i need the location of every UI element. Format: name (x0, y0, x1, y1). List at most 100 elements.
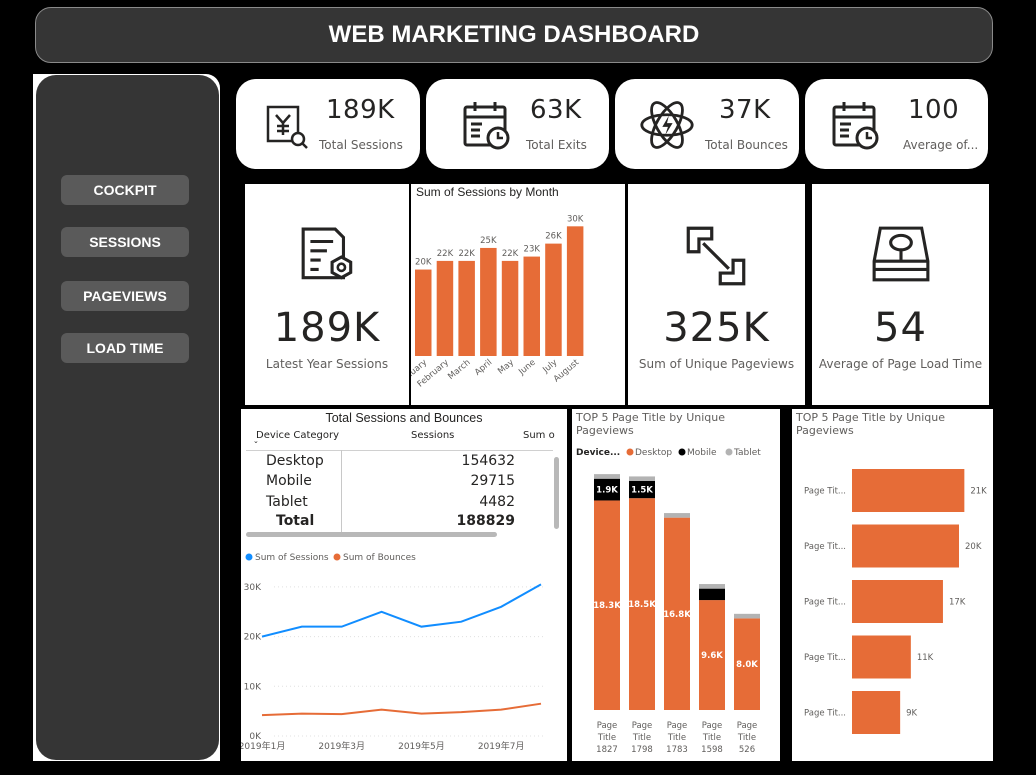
drive-icon (872, 226, 930, 282)
x-tick-label: April (473, 358, 494, 378)
calendar-clock-icon (832, 102, 879, 150)
table-header-device[interactable]: Device Category (256, 430, 340, 441)
stack-segment (594, 478, 620, 501)
chart-title: TOP 5 Page Title by Unique Pageviews (576, 411, 725, 437)
data-label: 16.8K (663, 610, 691, 620)
y-tick-label: Page Tit... (804, 653, 846, 663)
stack-segment (629, 481, 655, 499)
page-load-time-label: Average of Page Load Time (818, 357, 983, 371)
y-tick-label: Page Tit... (804, 542, 846, 552)
table-header-sessions[interactable]: Sessions (411, 430, 455, 441)
kpi-label: Average of... (903, 138, 979, 152)
x-tick-label: Title (702, 733, 721, 743)
table-header-bounces[interactable]: Sum of (523, 430, 555, 441)
card-unique-pageviews[interactable]: 325K Sum of Unique Pageviews (628, 184, 805, 405)
stack-segment (664, 517, 690, 710)
x-tick-label: Title (667, 733, 686, 743)
legend-label: Desktop (635, 448, 672, 458)
sessions-bounces-line-chart[interactable]: Sum of Sessions Sum of Bounces 0K 10K 20K 30K… (241, 546, 567, 756)
card-page-load-time[interactable]: 54 Average of Page Load Time (812, 184, 989, 405)
bar (458, 260, 475, 356)
x-tick-label: Page (737, 721, 758, 731)
legend-marker (626, 448, 634, 456)
kpi-value: 100 (908, 95, 960, 125)
table-row[interactable]: Desktop 154632 (248, 453, 518, 473)
stack-segment (664, 513, 690, 518)
data-label: 22K (502, 249, 519, 259)
x-tick-label: 1598 (701, 745, 723, 755)
x-tick-label: Title (597, 733, 616, 743)
data-label: 26K (545, 232, 562, 242)
stack-segment (699, 600, 725, 710)
y-tick-label: Page Tit... (804, 487, 846, 497)
nav-pageviews-button[interactable]: PAGEVIEWS (61, 281, 189, 311)
x-tick-label: Page (702, 721, 723, 731)
table-total-row[interactable]: Total 188829 (248, 513, 518, 533)
kpi-value: 37K (719, 95, 771, 125)
total-sessions-cell: 188829 (456, 513, 515, 529)
data-label: 30K (567, 214, 584, 224)
x-tick-label: Page (667, 721, 688, 731)
x-tick-label: 1827 (596, 745, 618, 755)
table-vertical-scrollbar[interactable] (554, 457, 559, 529)
legend-label-bounces: Sum of Bounces (343, 553, 416, 563)
x-tick-label: 2019年5月 (398, 740, 445, 752)
device-cell: Desktop (266, 453, 324, 469)
data-label: 1.5K (631, 486, 653, 496)
legend-marker-sessions (245, 553, 253, 561)
data-label: 21K (970, 487, 987, 497)
top5-stacked-svg[interactable]: Device... Desktop Mobile Tablet 18.3K 1.9K Pag… (572, 440, 780, 762)
calendar-clock-icon (463, 102, 510, 150)
latest-year-sessions-value: 189K (273, 305, 381, 351)
bar (852, 691, 901, 734)
data-label: 11K (917, 653, 934, 663)
table-title: Total Sessions and Bounces (325, 411, 483, 425)
total-label: Total (276, 513, 315, 529)
data-label: 9K (906, 709, 917, 719)
legend-marker-bounces (333, 553, 341, 561)
table-row[interactable]: Mobile 29715 (248, 473, 518, 493)
table-divider (246, 450, 553, 451)
data-label: 20K (965, 542, 982, 552)
bar (566, 226, 584, 356)
kpi-card-total-bounces[interactable]: 37K Total Bounces (615, 79, 799, 169)
nav-sessions-button[interactable]: SESSIONS (61, 227, 189, 257)
stack-segment (734, 613, 760, 619)
stack-segment (699, 584, 725, 589)
bar (545, 243, 562, 356)
data-label: 9.6K (701, 651, 723, 661)
y-tick-label: Page Tit... (804, 709, 846, 719)
bar (852, 524, 959, 568)
data-label: 22K (437, 249, 454, 259)
sessions-by-month-chart[interactable]: Sum of Sessions by Month 20K January 22K Fe… (411, 184, 625, 405)
kpi-card-average[interactable]: 100 Average of... (805, 79, 988, 169)
x-tick-label: Page (597, 721, 618, 731)
table-column-divider (341, 450, 342, 532)
stack-segment (629, 498, 655, 710)
stack-segment (594, 500, 620, 710)
bar (436, 260, 454, 356)
kpi-label: Total Bounces (705, 138, 788, 152)
table-row[interactable]: Tablet 4482 (248, 494, 518, 514)
data-label: 23K (524, 245, 541, 255)
kpi-card-total-exits[interactable]: 63K Total Exits (426, 79, 609, 169)
sessions-cell: 29715 (470, 473, 515, 489)
sort-caret-icon[interactable]: ⌄ (253, 437, 259, 445)
page-load-time-value: 54 (874, 305, 927, 351)
x-tick-label: 2019年1月 (241, 740, 285, 752)
nav-load-time-button[interactable]: LOAD TIME (61, 333, 189, 363)
nav-cockpit-button[interactable]: COCKPIT (61, 175, 189, 205)
x-tick-label: 1798 (631, 745, 653, 755)
table-horizontal-scrollbar[interactable] (246, 532, 497, 537)
kpi-value: 189K (326, 95, 395, 125)
card-latest-year-sessions[interactable]: 189K Latest Year Sessions (245, 184, 409, 405)
sessions-cell: 154632 (461, 453, 515, 469)
kpi-card-total-sessions[interactable]: 189K Total Sessions (236, 79, 420, 169)
top5-horizontal-svg[interactable]: Page Tit... 21K Page Tit... 20K Page Tit... 1… (792, 455, 993, 755)
x-tick-label: August (552, 357, 582, 384)
bar (480, 247, 497, 356)
data-label: 8.0K (736, 660, 758, 670)
data-label: 18.5K (628, 600, 656, 610)
dashboard-title-bar: WEB MARKETING DASHBOARD (35, 7, 993, 63)
x-tick-label: Page (632, 721, 653, 731)
